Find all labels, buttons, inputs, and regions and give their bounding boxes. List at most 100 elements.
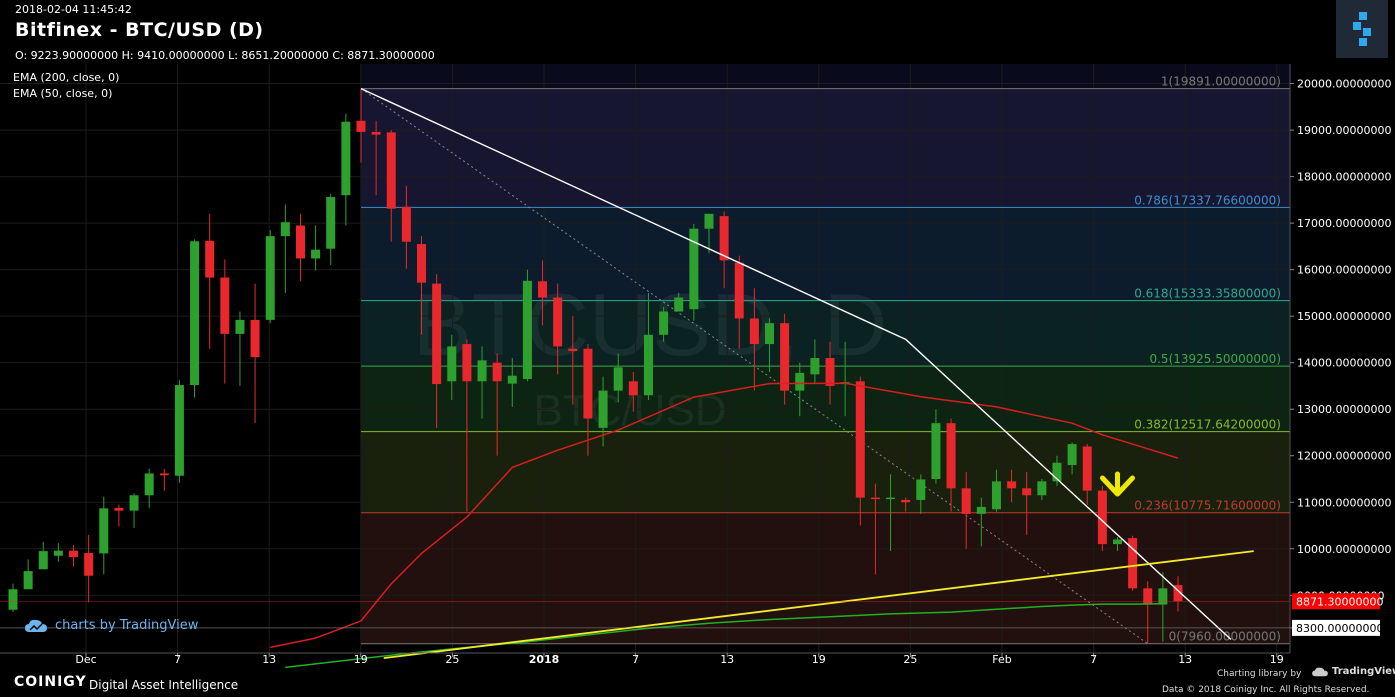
fib-label: 0.382(12517.64200000)	[1134, 418, 1281, 432]
candle-down	[1128, 538, 1138, 589]
candle-down	[159, 473, 169, 476]
uptrend-line	[383, 550, 1254, 659]
last-price-label: 8871.30000000	[1296, 595, 1383, 608]
candle-down	[1082, 446, 1092, 491]
price-tick-label: 14000.00000000	[1297, 357, 1391, 370]
price-tick-label: 20000.00000000	[1297, 78, 1391, 91]
time-tick-label: 19	[812, 653, 826, 666]
time-tick-label: Feb	[992, 653, 1011, 666]
fib-label: 0.618(15333.35800000)	[1134, 287, 1281, 301]
marker-badge	[1292, 619, 1380, 636]
candle-down	[1022, 488, 1032, 496]
charting-library-label: Charting library by	[1217, 669, 1302, 679]
legend-ema200[interactable]: EMA (200, close, 0)	[13, 71, 120, 84]
time-tick-label: 25	[903, 653, 917, 666]
candle-up	[991, 481, 1001, 510]
candle-up	[507, 375, 517, 384]
price-tick-label: 10000.00000000	[1297, 543, 1391, 556]
candle-up	[886, 497, 896, 500]
candle-up	[1112, 539, 1122, 545]
down-arrow-icon	[1099, 471, 1135, 497]
price-tick-label: 16000.00000000	[1297, 264, 1391, 277]
tradingview-footer-label: TradingView	[1332, 666, 1395, 677]
candle-up	[931, 423, 941, 479]
fib-label: 0.236(10775.71600000)	[1134, 499, 1281, 513]
price-tick-label: 11000.00000000	[1297, 496, 1391, 509]
candle-down	[553, 297, 563, 347]
tradingview-small-icon	[1312, 667, 1328, 676]
time-tick-label: 13	[720, 653, 734, 666]
candle-up	[174, 385, 184, 476]
candle-down	[946, 423, 956, 489]
time-tick-label: 7	[174, 653, 181, 666]
timestamp: 2018-02-04 11:45:42	[15, 3, 132, 16]
time-axis: Dec 7 13 19 25 2018 7 13 19 25 Feb 7 13 19	[0, 652, 1290, 666]
fib-band	[360, 300, 1290, 367]
candle-down	[69, 550, 79, 558]
time-tick-label: 13	[262, 653, 276, 666]
candle-down	[961, 488, 971, 514]
candle-series[interactable]	[8, 88, 1183, 644]
candle-up	[99, 508, 109, 554]
candle-up	[129, 495, 139, 511]
trendlines[interactable]	[360, 87, 1254, 659]
time-tick-label: 19	[354, 653, 368, 666]
candle-up	[326, 197, 336, 249]
candle-up	[1067, 444, 1077, 466]
candle-down	[220, 277, 230, 334]
candle-down	[825, 358, 835, 386]
fib-band	[360, 88, 1290, 208]
candle-up	[659, 311, 669, 335]
last-price-badge	[1292, 593, 1380, 610]
candle-down	[780, 323, 790, 391]
candle-down	[492, 362, 502, 382]
time-tick-label: 2018	[529, 653, 560, 666]
candle-up	[235, 319, 245, 334]
downtrend-line	[360, 87, 1232, 641]
candle-down	[568, 348, 578, 352]
coinigy-logo-icon[interactable]	[1336, 0, 1388, 58]
candle-up	[23, 571, 33, 590]
candle-down	[870, 497, 880, 500]
candle-up	[144, 473, 154, 496]
copyright: Data © 2018 Coinigy Inc. All Rights Rese…	[1162, 685, 1370, 695]
tradingview-footer[interactable]: TradingView	[1312, 666, 1395, 677]
fib-label: 0(7960.00000000)	[1169, 630, 1281, 644]
candle-down	[417, 244, 427, 283]
time-tick-label: 25	[445, 653, 459, 666]
candle-down	[250, 319, 260, 358]
tradingview-badge[interactable]: charts by TradingView	[25, 618, 198, 633]
price-axis: 9000.0000000010000.0000000011000.0000000…	[0, 64, 1395, 653]
candle-down	[401, 206, 411, 242]
coinigy-tagline: Digital Asset Intelligence	[89, 678, 239, 692]
ohlc-readout: O: 9223.90000000 H: 9410.00000000 L: 865…	[15, 49, 435, 62]
candle-up	[704, 213, 714, 229]
candle-down	[719, 216, 729, 261]
candle-up	[643, 334, 653, 396]
candle-down	[538, 281, 548, 298]
price-tick-label: 18000.00000000	[1297, 171, 1391, 184]
candle-up	[976, 506, 986, 514]
price-tick-label: 13000.00000000	[1297, 403, 1391, 416]
legend-ema50[interactable]: EMA (50, close, 0)	[13, 87, 113, 100]
candle-up	[795, 372, 805, 391]
candle-down	[1097, 490, 1107, 545]
candle-down	[295, 225, 305, 259]
time-tick-label: 7	[632, 653, 639, 666]
tradingview-cloud-icon	[25, 619, 47, 632]
price-tick-label: 19000.00000000	[1297, 124, 1391, 137]
candle-down	[84, 552, 94, 576]
candle-down	[734, 262, 744, 319]
candle-up	[674, 297, 684, 312]
candle-down	[901, 499, 911, 503]
fib-label: 1(19891.00000000)	[1161, 75, 1281, 89]
candle-down	[855, 381, 865, 498]
candle-down	[749, 318, 759, 345]
time-tick-label: 19	[1270, 653, 1284, 666]
coinigy-brand: COINIGY	[14, 674, 87, 690]
candle-up	[311, 249, 321, 259]
candle-down	[205, 240, 215, 278]
candle-up	[522, 280, 532, 379]
time-tick-label: 13	[1178, 653, 1192, 666]
